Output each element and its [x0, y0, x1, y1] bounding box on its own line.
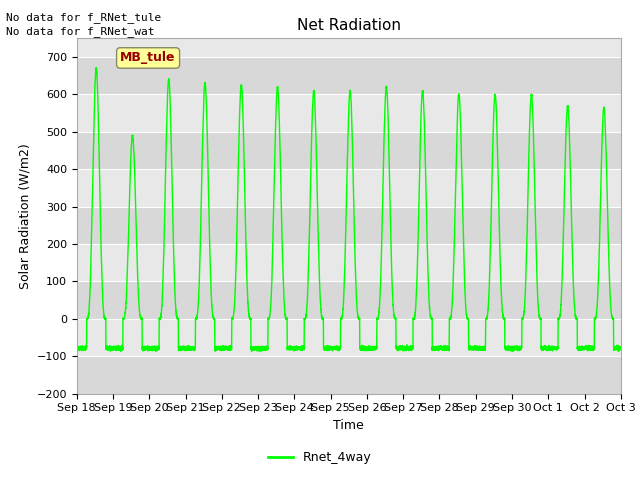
Bar [77, 356, 621, 394]
Bar [77, 57, 621, 95]
Bar [77, 207, 621, 244]
Text: No data for f_RNet_tule: No data for f_RNet_tule [6, 12, 162, 23]
Bar [77, 169, 621, 207]
X-axis label: Time: Time [333, 419, 364, 432]
Text: No data for f_RNet_wat: No data for f_RNet_wat [6, 26, 155, 37]
Legend: Rnet_4way: Rnet_4way [263, 446, 377, 469]
Bar [77, 281, 621, 319]
Bar [77, 95, 621, 132]
Bar [77, 244, 621, 281]
Title: Net Radiation: Net Radiation [297, 18, 401, 33]
Bar [77, 319, 621, 356]
Bar [77, 132, 621, 169]
Text: MB_tule: MB_tule [120, 51, 176, 64]
Y-axis label: Solar Radiation (W/m2): Solar Radiation (W/m2) [18, 143, 31, 289]
